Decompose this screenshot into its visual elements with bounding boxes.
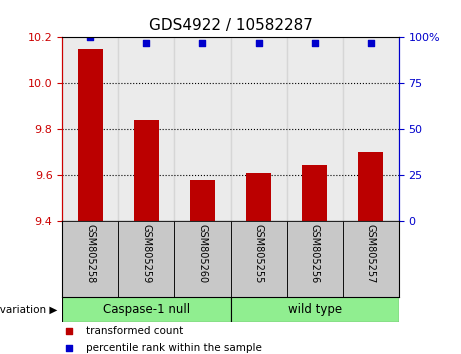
- Bar: [287, 221, 343, 297]
- Point: [142, 40, 150, 46]
- Bar: [287, 37, 343, 221]
- Point: [255, 40, 262, 46]
- Text: percentile rank within the sample: percentile rank within the sample: [86, 343, 262, 353]
- Point: [367, 40, 374, 46]
- Bar: [62, 37, 118, 221]
- Bar: [77, 49, 103, 221]
- Bar: [343, 221, 399, 297]
- Text: genotype/variation ▶: genotype/variation ▶: [0, 305, 58, 315]
- Text: GSM805258: GSM805258: [85, 223, 95, 283]
- Point: [65, 345, 73, 351]
- Bar: [230, 297, 399, 322]
- Text: GSM805260: GSM805260: [197, 223, 207, 282]
- Text: GSM805255: GSM805255: [254, 223, 264, 283]
- Bar: [62, 297, 230, 322]
- Bar: [230, 221, 287, 297]
- Bar: [343, 37, 399, 221]
- Bar: [118, 37, 174, 221]
- Bar: [174, 37, 230, 221]
- Bar: [230, 37, 287, 221]
- Bar: [62, 221, 118, 297]
- Title: GDS4922 / 10582287: GDS4922 / 10582287: [148, 18, 313, 33]
- Bar: [302, 165, 327, 221]
- Point: [87, 34, 94, 40]
- Text: GSM805256: GSM805256: [310, 223, 319, 283]
- Bar: [246, 173, 271, 221]
- Point: [199, 40, 206, 46]
- Text: Caspase-1 null: Caspase-1 null: [103, 303, 190, 316]
- Bar: [118, 221, 174, 297]
- Point: [311, 40, 318, 46]
- Text: GSM805257: GSM805257: [366, 223, 376, 283]
- Bar: [174, 221, 230, 297]
- Text: wild type: wild type: [288, 303, 342, 316]
- Text: GSM805259: GSM805259: [142, 223, 151, 283]
- Text: transformed count: transformed count: [86, 326, 183, 336]
- Bar: [190, 180, 215, 221]
- Bar: [134, 120, 159, 221]
- Bar: [358, 152, 384, 221]
- Point: [65, 329, 73, 334]
